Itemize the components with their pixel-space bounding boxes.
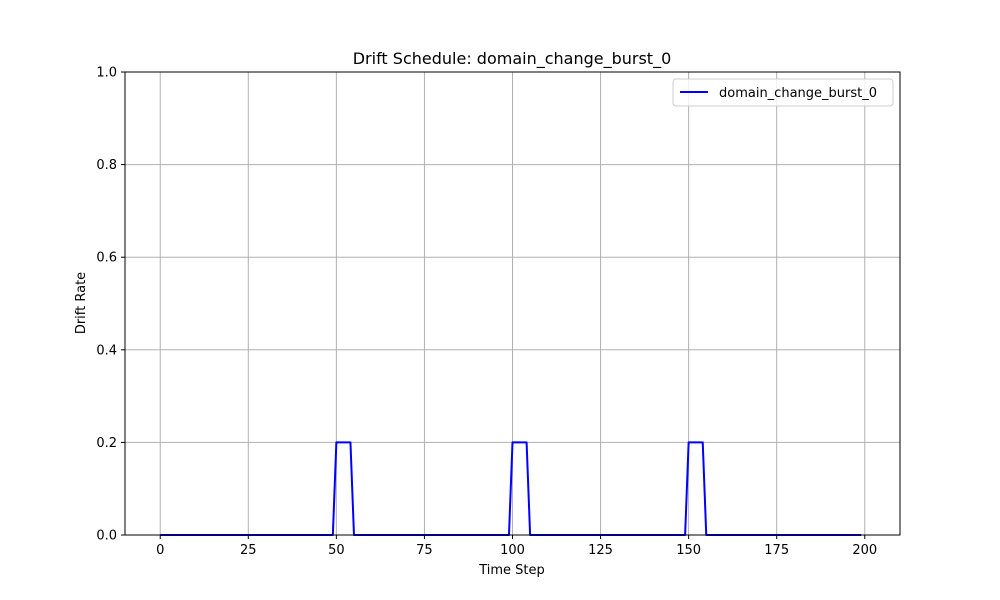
chart-title: Drift Schedule: domain_change_burst_0 bbox=[353, 49, 672, 69]
x-tick-label: 0 bbox=[156, 543, 164, 558]
x-tick-label: 75 bbox=[416, 543, 433, 558]
x-tick-label: 50 bbox=[328, 543, 345, 558]
y-tick-label: 0.4 bbox=[96, 343, 117, 358]
y-tick-label: 1.0 bbox=[96, 66, 117, 81]
x-tick-label: 150 bbox=[676, 543, 701, 558]
x-tick-label: 100 bbox=[500, 543, 525, 558]
y-tick-label: 0.8 bbox=[96, 158, 117, 173]
x-axis-ticks: 0 25 50 75 100 125 150 175 200 bbox=[156, 535, 877, 558]
x-tick-label: 125 bbox=[588, 543, 613, 558]
y-axis-label: Drift Rate bbox=[74, 272, 89, 334]
x-axis-label: Time Step bbox=[478, 563, 545, 578]
y-axis-ticks: 0.0 0.2 0.4 0.6 0.8 1.0 bbox=[96, 66, 125, 544]
x-tick-label: 200 bbox=[852, 543, 877, 558]
series-line bbox=[160, 441, 862, 536]
x-tick-label: 25 bbox=[240, 543, 257, 558]
y-tick-label: 0.6 bbox=[96, 251, 117, 266]
series-layer bbox=[160, 441, 862, 536]
legend-label: domain_change_burst_0 bbox=[719, 86, 877, 101]
y-tick-label: 0.0 bbox=[96, 529, 117, 544]
legend: domain_change_burst_0 bbox=[672, 78, 894, 107]
legend-box bbox=[672, 78, 894, 107]
y-tick-label: 0.2 bbox=[96, 436, 117, 451]
x-tick-label: 175 bbox=[764, 543, 789, 558]
